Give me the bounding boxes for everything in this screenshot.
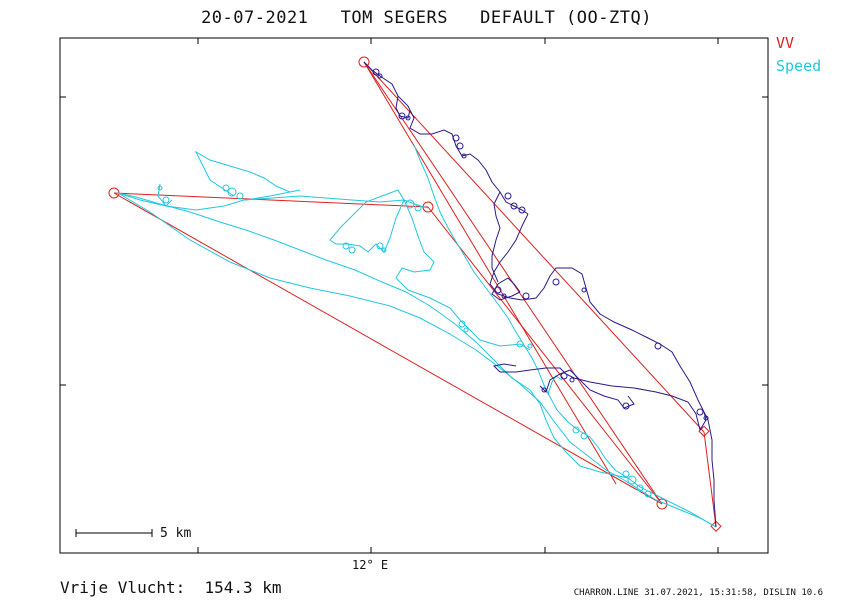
turnpoints: [108, 56, 722, 532]
legend-item-vv: VV: [776, 34, 795, 52]
finish-marker: [710, 520, 722, 532]
track-speed-loops: [157, 184, 652, 498]
axis-ticks: [60, 38, 768, 553]
track-vv-loops: [372, 68, 709, 421]
track-speed: [117, 144, 717, 528]
turnpoint-marker: [358, 56, 370, 68]
task-lines: [113, 61, 717, 528]
map-frame: [59, 37, 769, 554]
turn-marker: [698, 425, 710, 437]
scale-bar: [75, 529, 153, 537]
distance-readout: Vrije Vlucht: 154.3 km: [60, 578, 282, 597]
legend-item-speed: Speed: [776, 57, 822, 75]
credit-text: CHARRON.LINE 31.07.2021, 15:31:58, DISLI…: [573, 588, 823, 598]
longitude-label: 12° E: [352, 558, 389, 572]
track-vv: [363, 61, 717, 528]
map-title: 20-07-2021 TOM SEGERS DEFAULT (OO-ZTQ): [201, 8, 652, 28]
scale-label: 5 km: [160, 526, 192, 541]
